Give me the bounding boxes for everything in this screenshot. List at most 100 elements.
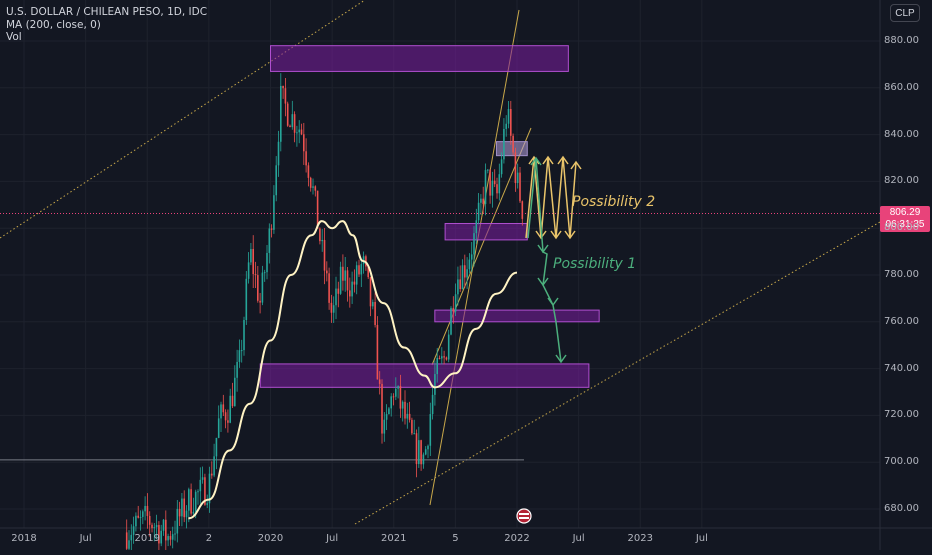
candle-body xyxy=(192,511,195,514)
event-flag-icon xyxy=(516,508,532,524)
candle-body xyxy=(390,396,393,409)
price-tick-label: 820.00 xyxy=(884,175,919,187)
time-tick-label: Jul xyxy=(326,533,339,544)
candle-body xyxy=(181,498,183,517)
price-tick-label: 840.00 xyxy=(884,128,919,140)
time-tick-label: 2020 xyxy=(257,533,284,544)
time-tick-label: Jul xyxy=(695,533,708,544)
symbol-title[interactable]: U.S. DOLLAR / CHILEAN PESO, 1D, IDC xyxy=(6,6,208,18)
candle-body xyxy=(454,294,457,312)
candle-body xyxy=(165,519,167,541)
price-zone xyxy=(495,141,528,157)
candle-body xyxy=(431,394,434,415)
candle-body xyxy=(447,334,450,360)
candle-body xyxy=(261,272,264,303)
up-arrowhead xyxy=(528,155,540,165)
candle-body xyxy=(227,420,229,423)
candle-body xyxy=(392,396,395,398)
candle-body xyxy=(475,220,478,234)
candle-body xyxy=(316,190,319,229)
candle-body xyxy=(174,533,176,535)
candle-body xyxy=(420,440,422,465)
candle-body xyxy=(323,239,326,271)
candle-body xyxy=(247,262,250,279)
time-tick-label: 2023 xyxy=(627,533,653,544)
candle-body xyxy=(487,169,489,171)
candle-body xyxy=(146,505,149,516)
vol-legend[interactable]: Vol xyxy=(6,31,22,43)
candle-body xyxy=(298,129,301,133)
candle-body xyxy=(206,503,209,505)
candle-body xyxy=(213,456,215,476)
candle-body xyxy=(424,449,427,455)
time-tick-label: 2 xyxy=(205,533,213,544)
candle-body xyxy=(222,404,225,413)
candle-body xyxy=(321,239,324,242)
candle-body xyxy=(339,266,342,294)
candle-body xyxy=(496,184,498,194)
last-price-tag: 806.29 06:31:35 xyxy=(880,206,930,232)
candle-body xyxy=(153,527,156,529)
candle-body xyxy=(376,324,379,380)
down-arrowhead xyxy=(555,354,567,364)
channel-lower-line xyxy=(354,221,881,525)
candle-body xyxy=(342,266,344,281)
trend-line-inner xyxy=(431,127,532,366)
down-arrowhead xyxy=(537,277,549,287)
time-tick-label: 2019 xyxy=(134,533,160,544)
candle-body xyxy=(236,361,238,378)
candle-body xyxy=(266,252,268,273)
candle-body xyxy=(296,132,298,134)
up-arrowhead xyxy=(557,155,569,165)
trend-line-steep xyxy=(429,9,520,506)
candle-body xyxy=(351,281,353,297)
candle-body xyxy=(466,269,468,278)
candle-body xyxy=(185,510,188,518)
candle-body xyxy=(245,278,248,320)
candle-body xyxy=(160,530,163,544)
time-tick-label: 5 xyxy=(452,533,459,544)
candle-body xyxy=(132,526,135,535)
candle-body xyxy=(151,524,153,529)
candle-body xyxy=(238,350,241,362)
candle-body xyxy=(144,505,146,512)
candle-body xyxy=(427,445,429,450)
candle-body xyxy=(349,290,351,297)
price-tick-label: 880.00 xyxy=(884,35,919,46)
candle-body xyxy=(197,491,199,493)
ma-legend[interactable]: MA (200, close, 0) xyxy=(6,18,101,31)
candle-body xyxy=(125,532,128,549)
candle-body xyxy=(358,265,360,275)
candle-body xyxy=(162,519,165,531)
candle-body xyxy=(461,265,464,290)
candle-body xyxy=(176,508,179,534)
candle-body xyxy=(519,172,521,202)
down-arrowhead xyxy=(564,230,576,240)
time-tick-label: Jul xyxy=(79,533,92,544)
currency-button[interactable]: CLP xyxy=(890,4,920,22)
candle-body xyxy=(284,88,287,104)
candle-body xyxy=(406,413,409,419)
candle-body xyxy=(516,172,519,184)
candle-body xyxy=(443,356,445,358)
price-tick-label: 760.00 xyxy=(884,315,919,327)
candle-body xyxy=(397,385,399,389)
candle-body xyxy=(135,515,137,527)
candle-body xyxy=(507,109,510,124)
candle-body xyxy=(332,305,335,313)
candle-body xyxy=(250,248,252,263)
candle-body xyxy=(139,516,142,518)
candle-body xyxy=(137,515,140,518)
time-tick-label: 2018 xyxy=(11,533,37,544)
candle-body xyxy=(381,383,383,434)
candle-body xyxy=(282,85,284,89)
candle-body xyxy=(142,511,144,517)
candle-body xyxy=(452,307,455,312)
channel-upper-line xyxy=(0,0,366,239)
time-tick-label: 2022 xyxy=(504,533,530,544)
price-tick-label: 860.00 xyxy=(884,81,919,93)
candle-body xyxy=(441,356,443,359)
ma-200-line xyxy=(188,220,518,520)
last-price-value: 806.29 xyxy=(889,207,921,218)
